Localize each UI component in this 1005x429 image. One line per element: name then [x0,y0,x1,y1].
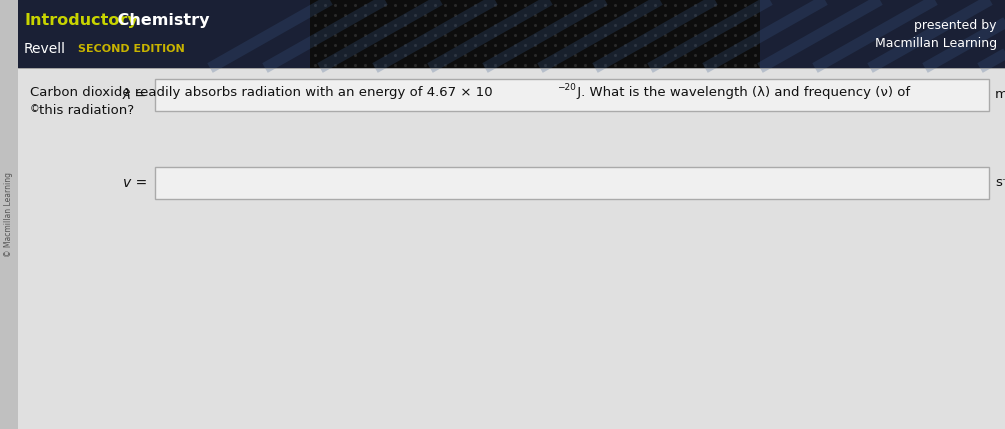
Bar [310,0,760,68]
Text: Introductory: Introductory [24,13,138,28]
Text: ©: © [30,104,40,114]
Text: Chemistry: Chemistry [112,13,209,28]
Text: SECOND EDITION: SECOND EDITION [78,44,185,54]
Text: m: m [995,88,1005,102]
Text: presented by
Macmillan Learning: presented by Macmillan Learning [875,18,997,49]
Text: s⁻¹: s⁻¹ [995,176,1005,190]
Text: v =: v = [123,176,147,190]
Text: Carbon dioxide readily absorbs radiation with an energy of 4.67 × 10: Carbon dioxide readily absorbs radiation… [30,86,492,99]
Text: J. What is the wavelength (λ) and frequency (ν) of: J. What is the wavelength (λ) and freque… [573,86,911,99]
Bar [18,68,1005,429]
Text: this radiation?: this radiation? [39,104,134,117]
Text: © Macmillan Learning: © Macmillan Learning [4,172,13,257]
Bar [0,0,18,429]
Text: Revell: Revell [24,42,66,56]
Bar [18,0,1005,68]
Text: −20: −20 [557,83,576,92]
Bar [155,167,989,199]
Text: λ =: λ = [123,88,147,102]
Bar [155,79,989,111]
